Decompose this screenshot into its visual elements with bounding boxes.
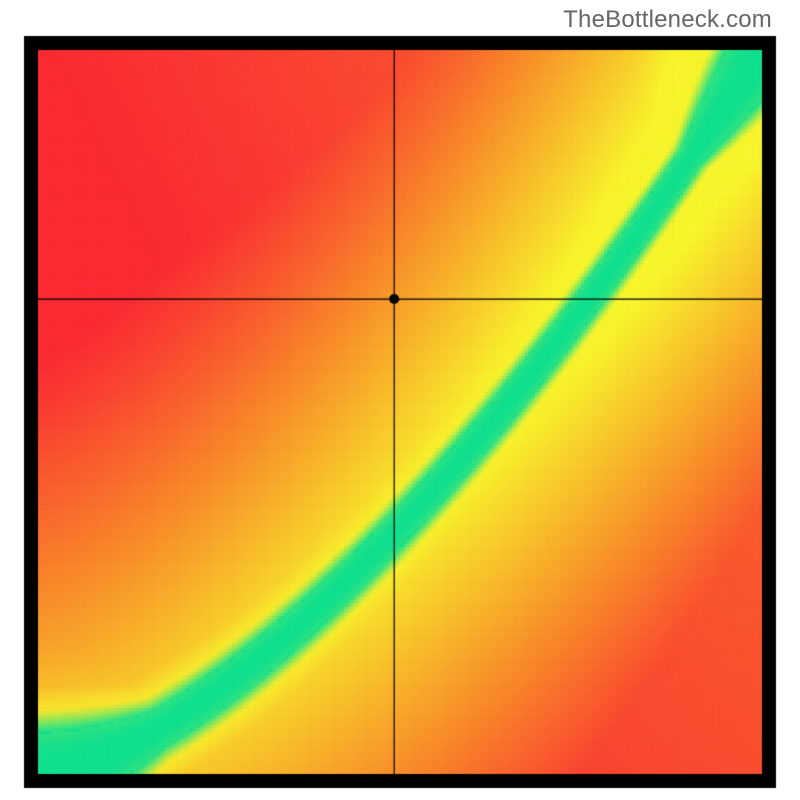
watermark-text: TheBottleneck.com [563,6,772,34]
chart-container: TheBottleneck.com [0,0,800,800]
bottleneck-heatmap [0,0,800,800]
